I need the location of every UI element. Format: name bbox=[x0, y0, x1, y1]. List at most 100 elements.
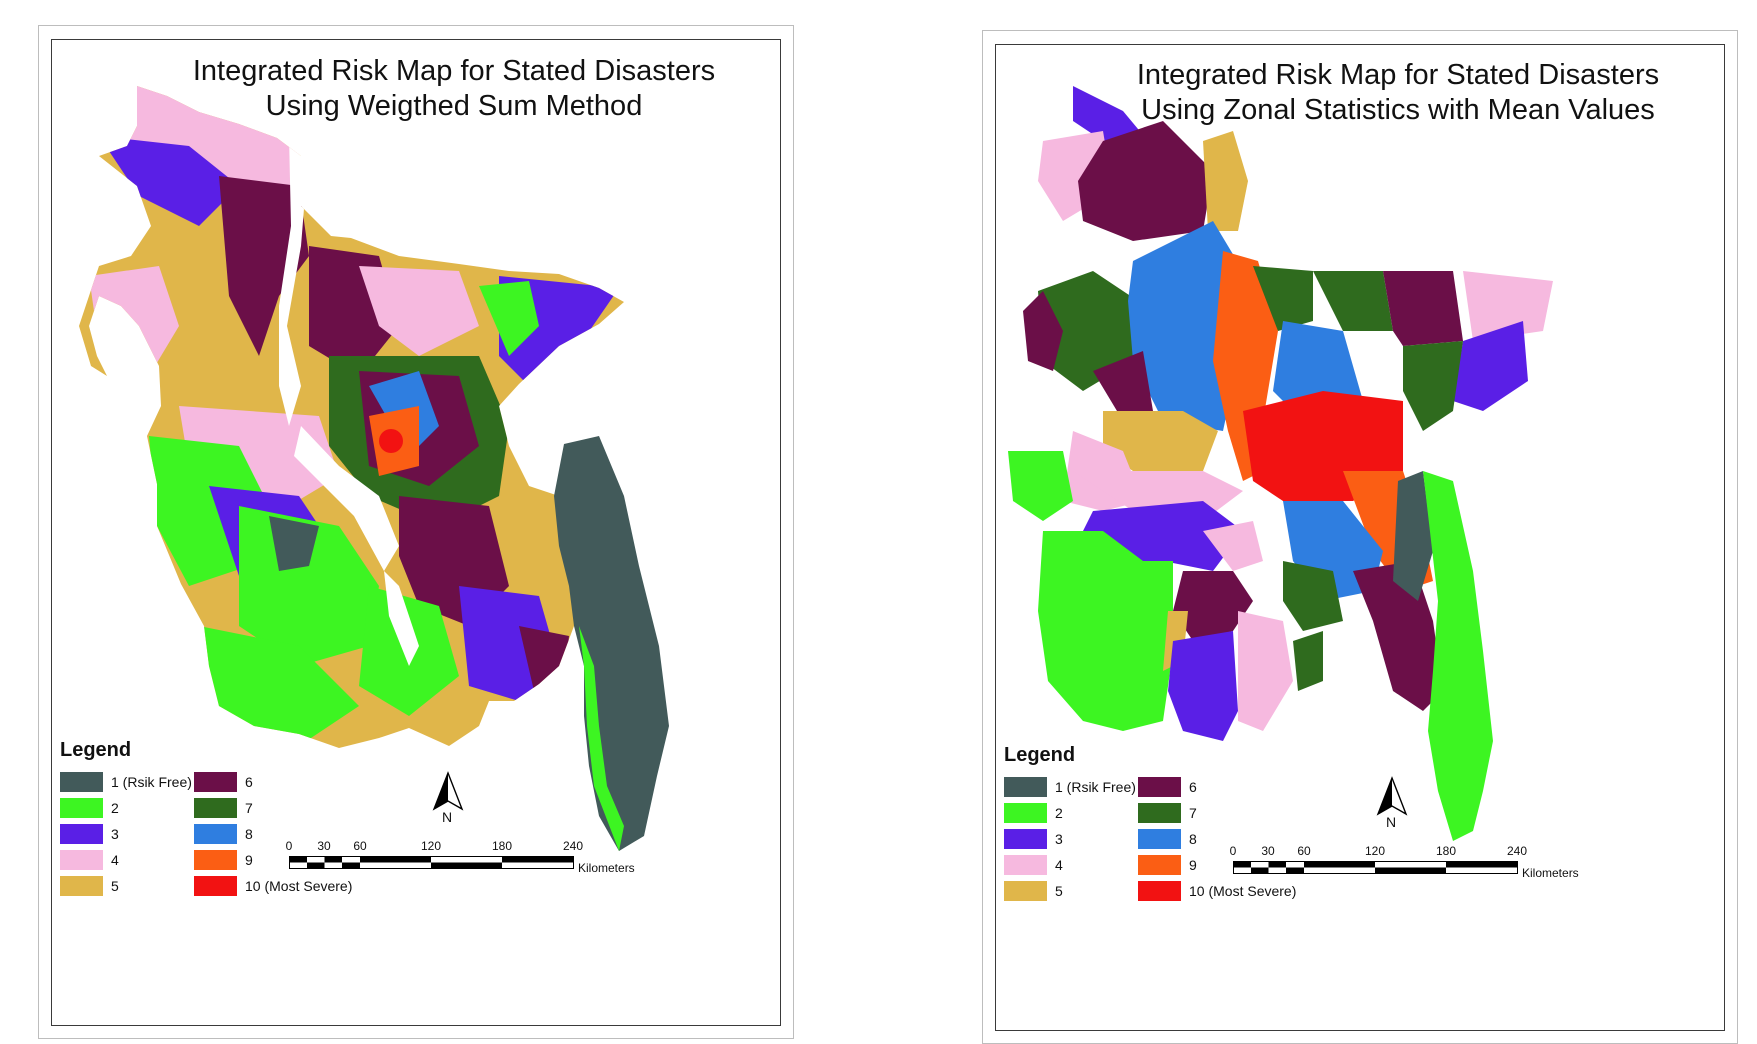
scale-tick: 120 bbox=[420, 839, 442, 853]
scale-tick: 30 bbox=[317, 839, 331, 853]
legend-swatch bbox=[1138, 777, 1181, 797]
scale-unit: Kilometers bbox=[1522, 866, 1579, 880]
legend-swatch bbox=[194, 850, 237, 870]
zone bbox=[1173, 571, 1253, 641]
zone bbox=[1168, 631, 1238, 741]
scale-unit: Kilometers bbox=[578, 861, 635, 875]
legend-swatch bbox=[1138, 855, 1181, 875]
zone bbox=[1203, 521, 1263, 571]
scale-tick: 60 bbox=[1297, 844, 1311, 858]
legend-item-7: 7 bbox=[1138, 803, 1197, 823]
map-panel-weighted-sum: Integrated Risk Map for Stated Disasters… bbox=[38, 25, 794, 1039]
north-label: N bbox=[442, 809, 453, 825]
scale-tick: 180 bbox=[491, 839, 513, 853]
legend-item-9: 9 bbox=[1138, 855, 1197, 875]
zone bbox=[1203, 131, 1248, 231]
legend-label: 3 bbox=[1055, 831, 1063, 847]
legend-label: 8 bbox=[1189, 831, 1197, 847]
scale-tick: 60 bbox=[353, 839, 367, 853]
legend-label: 2 bbox=[1055, 805, 1063, 821]
zone bbox=[1128, 221, 1243, 431]
scale-bar: 0 30 60 120 180 240 Kilometers bbox=[1230, 844, 1673, 884]
zone bbox=[1038, 531, 1173, 731]
legend-item-4: 4 bbox=[60, 850, 119, 870]
legend-swatch bbox=[60, 876, 103, 896]
legend-title: Legend bbox=[1004, 744, 1076, 766]
legend-item-8: 8 bbox=[1138, 829, 1197, 849]
map-title-line1: Integrated Risk Map for Stated Disasters bbox=[192, 55, 716, 87]
legend-label: 5 bbox=[1055, 883, 1063, 899]
zone bbox=[1453, 321, 1528, 411]
legend-swatch bbox=[1004, 829, 1047, 849]
zone bbox=[1093, 351, 1153, 421]
legend-swatch bbox=[194, 824, 237, 844]
legend-swatch bbox=[60, 824, 103, 844]
north-arrow-icon bbox=[432, 771, 464, 811]
legend-swatch bbox=[1004, 803, 1047, 823]
legend-swatch bbox=[194, 876, 237, 896]
legend-label: 3 bbox=[111, 826, 119, 842]
legend-swatch bbox=[1138, 881, 1181, 901]
scale-bar-graphic bbox=[1233, 861, 1518, 874]
legend-swatch bbox=[1004, 855, 1047, 875]
legend-label: 4 bbox=[1055, 857, 1063, 873]
legend-item-3: 3 bbox=[1004, 829, 1063, 849]
zone bbox=[1383, 271, 1463, 346]
legend-item-10: 10 (Most Severe) bbox=[1138, 881, 1296, 901]
scale-tick: 240 bbox=[1506, 844, 1528, 858]
scale-bar-graphic bbox=[289, 856, 574, 869]
zone bbox=[1463, 271, 1553, 341]
legend-label: 7 bbox=[1189, 805, 1197, 821]
legend-label: 10 (Most Severe) bbox=[245, 878, 353, 894]
legend-label: 2 bbox=[111, 800, 119, 816]
zone bbox=[1238, 611, 1293, 731]
legend-label: 10 (Most Severe) bbox=[1189, 883, 1297, 899]
zone bbox=[1313, 271, 1393, 331]
legend-label: 1 (Rsik Free) bbox=[111, 774, 192, 790]
legend-label: 6 bbox=[1189, 779, 1197, 795]
legend-swatch bbox=[60, 772, 103, 792]
legend-swatch bbox=[1004, 777, 1047, 797]
north-arrow-icon bbox=[1376, 776, 1408, 816]
north-arrow: N bbox=[431, 771, 465, 834]
zone bbox=[1393, 471, 1433, 601]
risk-zone-southeast bbox=[554, 436, 669, 851]
zone bbox=[1253, 266, 1313, 331]
map-title-line1: Integrated Risk Map for Stated Disasters bbox=[1136, 59, 1660, 91]
legend-item-4: 4 bbox=[1004, 855, 1063, 875]
legend-item-7: 7 bbox=[194, 798, 253, 818]
map-title: Integrated Risk Map for Stated Disasters… bbox=[1118, 58, 1678, 128]
legend-label: 6 bbox=[245, 774, 253, 790]
map-title-line2: Using Weigthed Sum Method bbox=[265, 90, 643, 122]
scale-tick: 120 bbox=[1364, 844, 1386, 858]
legend-title: Legend bbox=[60, 739, 132, 761]
legend-label: 5 bbox=[111, 878, 119, 894]
legend-label: 9 bbox=[1189, 857, 1197, 873]
scale-tick: 240 bbox=[562, 839, 584, 853]
legend-label: 9 bbox=[245, 852, 253, 868]
zone bbox=[1073, 86, 1148, 141]
legend-item-8: 8 bbox=[194, 824, 253, 844]
zone bbox=[1403, 341, 1463, 431]
legend-swatch bbox=[194, 772, 237, 792]
legend-swatch bbox=[1138, 803, 1181, 823]
risk-map-zonal-statistics bbox=[1008, 86, 1553, 841]
map-title: Integrated Risk Map for Stated Disasters… bbox=[174, 54, 734, 124]
legend-swatch bbox=[60, 798, 103, 818]
legend-item-10: 10 (Most Severe) bbox=[194, 876, 352, 896]
legend-item-9: 9 bbox=[194, 850, 253, 870]
legend-item-1: 1 (Rsik Free) bbox=[60, 772, 192, 792]
zone bbox=[1423, 471, 1493, 841]
north-label: N bbox=[1386, 814, 1397, 830]
map-panel-zonal-statistics: Integrated Risk Map for Stated Disasters… bbox=[982, 30, 1738, 1044]
legend-item-1: 1 (Rsik Free) bbox=[1004, 777, 1136, 797]
zone bbox=[1353, 561, 1443, 711]
scale-tick: 0 bbox=[285, 839, 293, 853]
legend-swatch bbox=[1004, 881, 1047, 901]
zone bbox=[1008, 451, 1073, 521]
legend-swatch bbox=[1138, 829, 1181, 849]
legend-item-3: 3 bbox=[60, 824, 119, 844]
zone bbox=[1038, 271, 1138, 391]
legend-item-6: 6 bbox=[1138, 777, 1197, 797]
legend-item-5: 5 bbox=[60, 876, 119, 896]
